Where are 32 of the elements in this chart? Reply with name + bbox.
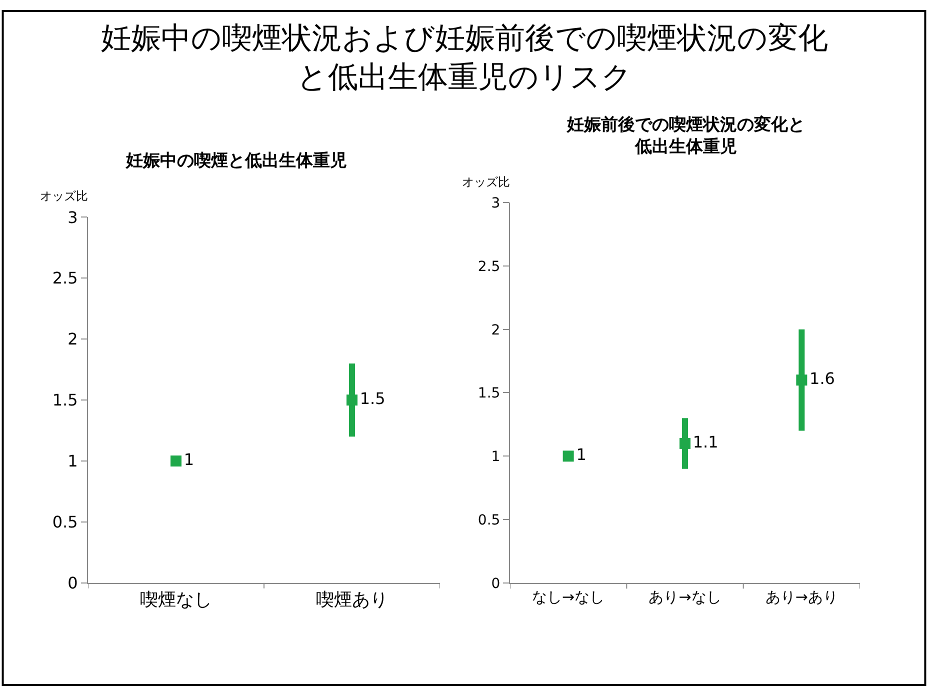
text: 妊娠中の喫煙状況および妊娠前後での喫煙状況の変化と低出生体重児のリスク <box>101 21 828 95</box>
y-tick-label: 1 <box>68 452 78 471</box>
y-axis-title: オッズ比 <box>462 175 510 189</box>
chart-title: 妊娠前後での喫煙状況の変化と低出生体重児 <box>566 115 805 158</box>
point <box>796 374 808 386</box>
x-tick-label: 喫煙あり <box>316 590 388 611</box>
x-tick-label: 喫煙なし <box>140 590 212 611</box>
y-tick-label: 2.5 <box>52 268 78 288</box>
data-label: 1 <box>576 445 586 464</box>
data-label: 1.1 <box>692 432 718 452</box>
point <box>680 438 690 449</box>
y-tick-label: 2.5 <box>478 258 500 275</box>
y-tick-label: 2 <box>68 330 78 349</box>
data-label: 1.5 <box>360 389 386 408</box>
y-tick-label: 1.5 <box>52 390 78 410</box>
x-tick-label: なし→なし <box>532 588 605 606</box>
data-label: 1.6 <box>810 369 835 388</box>
y-tick-label: 0.5 <box>52 512 78 532</box>
x-tick-label: あり→なし <box>648 588 722 606</box>
x-tick-label: あり→あり <box>765 588 838 606</box>
y-tick-label: 3 <box>68 208 78 227</box>
y-tick-label: 0 <box>68 574 78 593</box>
y-axis-title: オッズ比 <box>40 189 88 203</box>
y-tick-label: 0 <box>491 576 500 592</box>
point <box>562 450 574 462</box>
data-label: 1 <box>184 450 194 469</box>
y-tick-label: 0.5 <box>478 512 500 528</box>
y-tick-label: 3 <box>491 195 500 212</box>
chart-title: 妊娠中の喫煙と低出生体重児 <box>125 151 347 171</box>
y-tick-label: 1.5 <box>478 386 500 402</box>
y-tick-label: 1 <box>491 449 500 466</box>
y-tick-label: 2 <box>491 322 500 338</box>
